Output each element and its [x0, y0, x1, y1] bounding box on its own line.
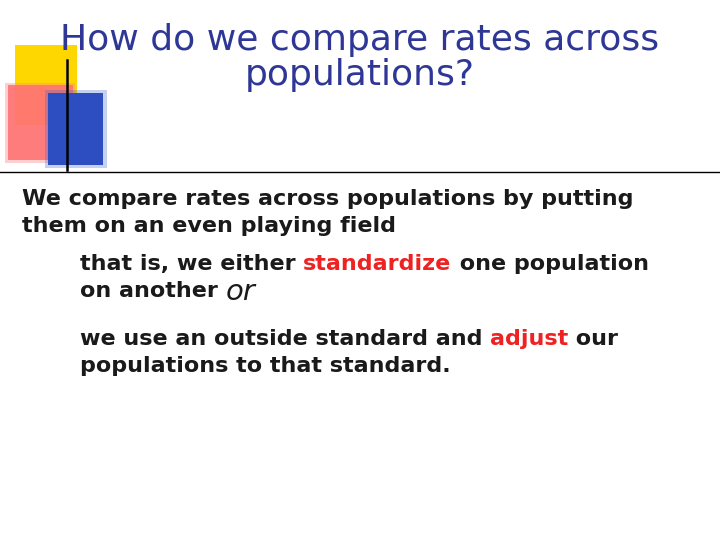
Text: on another: on another — [80, 281, 225, 301]
Text: them on an even playing field: them on an even playing field — [22, 216, 396, 236]
Bar — [15, 45, 77, 125]
Text: our: our — [569, 329, 618, 349]
Text: adjust: adjust — [490, 329, 569, 349]
Text: one population: one population — [451, 254, 649, 274]
Text: standardize: standardize — [303, 254, 451, 274]
Text: populations?: populations? — [245, 58, 475, 92]
Text: we use an outside standard and: we use an outside standard and — [80, 329, 490, 349]
Text: that is, we either: that is, we either — [80, 254, 303, 274]
Bar — [48, 93, 103, 165]
Text: How do we compare rates across: How do we compare rates across — [60, 23, 660, 57]
Bar — [45, 90, 107, 168]
Text: We compare rates across populations by putting: We compare rates across populations by p… — [22, 189, 634, 209]
Bar — [5, 83, 75, 163]
Text: or: or — [225, 278, 256, 306]
Bar — [8, 85, 73, 160]
Text: populations to that standard.: populations to that standard. — [80, 356, 451, 376]
